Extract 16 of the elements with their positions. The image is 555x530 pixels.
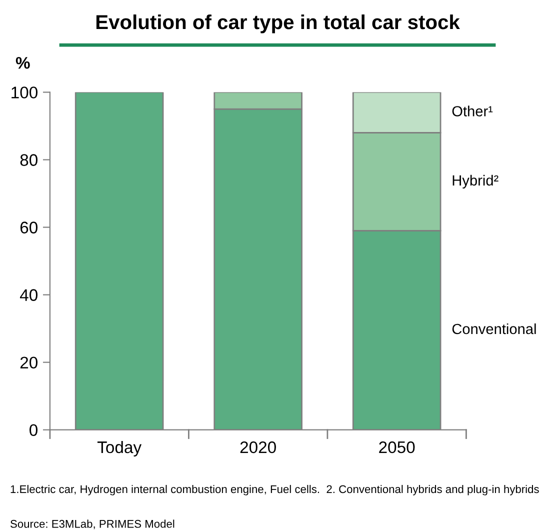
y-tick-label: 100: [12, 86, 38, 98]
y-tick-label: 60: [20, 222, 38, 234]
x-tick-label: 2050: [379, 441, 415, 454]
text: 1.Electric car, Hydrogen internal combustion engine, Fuel cells. 2. Conventional hybrids and plug-in hybrids: [10, 484, 539, 496]
y-tick-label: 20: [20, 356, 38, 369]
chart-title: Evolution of car type in total car stock: [96, 14, 460, 34]
y-tick-label: 0: [30, 424, 38, 436]
series-label: Conventional: [452, 323, 536, 334]
y-tick-label: 80: [20, 154, 38, 166]
x-tick-label: 2020: [240, 441, 276, 454]
y-tick-label: 40: [20, 289, 38, 301]
x-tick-label: Today: [97, 440, 142, 456]
source-note: Source: E3MLab, PRIMES Model: [10, 520, 174, 530]
y-axis-title: %: [16, 56, 30, 69]
series-label: Other¹: [452, 106, 493, 116]
series-label: Hybrid²: [452, 174, 498, 188]
